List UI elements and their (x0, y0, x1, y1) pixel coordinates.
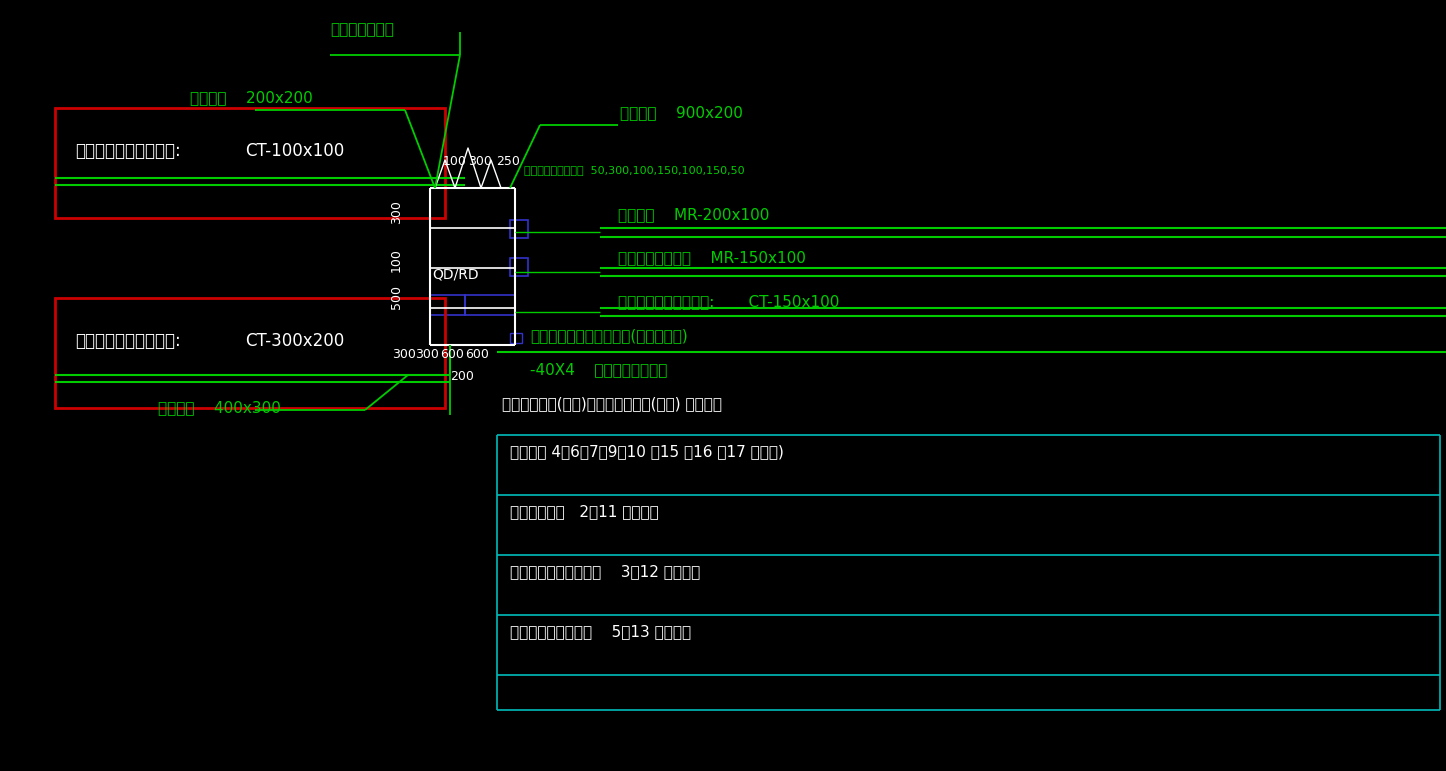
Bar (429, 295, 466, 315)
Text: 由上至下依次间距为  50,300,100,150,100,150,50: 由上至下依次间距为 50,300,100,150,100,150,50 (523, 165, 745, 175)
Text: 300: 300 (415, 348, 440, 361)
Bar (510, 220, 528, 238)
Text: 消防接线端子箱: 消防接线端子箱 (330, 22, 393, 37)
Text: 住宅户内配电总箱（    5、13 层设置）: 住宅户内配电总箱（ 5、13 层设置） (510, 624, 691, 639)
Text: 楼板开洞    900x200: 楼板开洞 900x200 (620, 105, 743, 120)
Text: 250: 250 (496, 155, 521, 168)
Bar (55, 108, 445, 218)
Text: 200: 200 (450, 370, 474, 383)
Text: 300: 300 (469, 155, 492, 168)
Text: 楼板开洞    400x300: 楼板开洞 400x300 (158, 400, 281, 415)
Text: CT-100x100: CT-100x100 (244, 142, 344, 160)
Bar (510, 258, 528, 276)
Text: 100: 100 (442, 155, 467, 168)
Text: 600: 600 (440, 348, 464, 361)
Text: 住宅用电普通电缆桥架:: 住宅用电普通电缆桥架: (75, 332, 181, 350)
Text: 100: 100 (390, 248, 403, 272)
Text: 楼板开洞    200x200: 楼板开洞 200x200 (189, 90, 312, 105)
Text: 300: 300 (390, 200, 403, 224)
Text: 智能应急疏散照明箱（    3、12 层设置）: 智能应急疏散照明箱（ 3、12 层设置） (510, 564, 700, 579)
Text: 公共负荷普通电缆桥架:: 公共负荷普通电缆桥架: (75, 142, 181, 160)
Text: 公共照明箱（   2、11 层设置）: 公共照明箱（ 2、11 层设置） (510, 504, 659, 519)
Text: 500: 500 (390, 285, 403, 309)
Text: CT-300x200: CT-300x200 (244, 332, 344, 350)
Text: 消防负荷普通电缆桥架:       CT-150x100: 消防负荷普通电缆桥架: CT-150x100 (617, 294, 839, 309)
Text: -40X4    竖向镀锌扁钢明敷: -40X4 竖向镀锌扁钢明敷 (531, 362, 668, 377)
Text: 600: 600 (466, 348, 489, 361)
Text: QD/RD: QD/RD (432, 268, 479, 282)
Text: 弱电线槽    MR-200x100: 弱电线槽 MR-200x100 (617, 207, 769, 222)
Bar (55, 298, 445, 408)
Text: 公共照明总箱(在上)、应急照明总箱(在下) 首层设置: 公共照明总箱(在上)、应急照明总箱(在下) 首层设置 (502, 396, 722, 411)
Text: 300: 300 (392, 348, 416, 361)
Text: 火灾自动报警线槽    MR-150x100: 火灾自动报警线槽 MR-150x100 (617, 250, 805, 265)
Bar (466, 295, 515, 315)
Text: 弱电箱（ 4、6、7、9、10 、15 、16 、17 层设置): 弱电箱（ 4、6、7、9、10 、15 、16 、17 层设置) (510, 444, 784, 459)
Bar (510, 333, 522, 343)
Text: 下端与接地装置焊接联通(仅设于双层): 下端与接地装置焊接联通(仅设于双层) (531, 328, 688, 343)
